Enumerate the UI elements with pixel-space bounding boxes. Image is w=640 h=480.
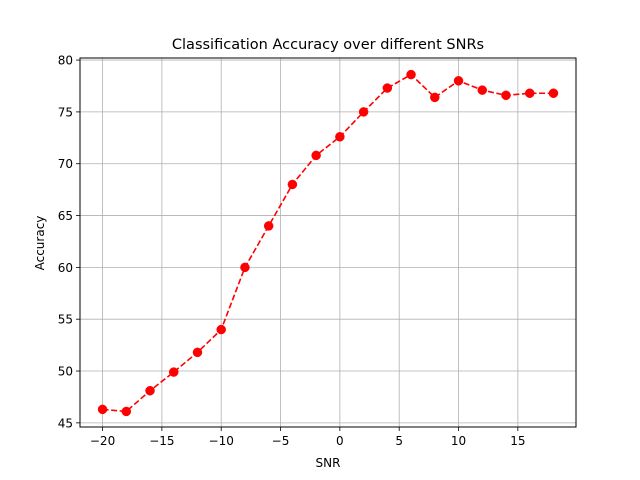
x-tick-label: 15	[510, 434, 525, 448]
x-tick-label: −10	[209, 434, 234, 448]
y-tick-label: 50	[58, 365, 73, 379]
data-point	[263, 221, 274, 231]
x-tick-label: 10	[451, 434, 466, 448]
grid-lines	[80, 58, 576, 427]
data-point	[501, 90, 511, 101]
y-axis-title: Accuracy	[33, 216, 47, 271]
series-path	[102, 73, 554, 413]
y-axis-ticks: 45 50 55 60 65 70 75 80	[58, 54, 80, 430]
y-tick-label: 70	[58, 157, 73, 171]
x-axis-title: SNR	[316, 456, 341, 470]
x-axis-ticks: −20 −15 −10 −5 0 5 10 15	[90, 427, 525, 448]
x-tick-label: −15	[149, 434, 174, 448]
data-point	[240, 262, 250, 273]
y-tick-label: 75	[58, 105, 73, 119]
x-tick-label: −5	[272, 434, 290, 448]
data-point	[453, 76, 464, 86]
data-point	[548, 88, 559, 98]
data-point	[382, 83, 393, 93]
data-point	[406, 69, 416, 80]
data-point	[216, 324, 226, 335]
y-tick-label: 80	[58, 54, 73, 68]
x-tick-label: 5	[395, 434, 403, 448]
data-point	[311, 150, 321, 161]
data-point	[97, 404, 108, 415]
plot-area-frame	[79, 57, 577, 428]
x-tick-label: −20	[90, 434, 115, 448]
data-point	[121, 406, 132, 417]
series-line	[102, 73, 554, 413]
data-point	[524, 88, 535, 98]
chart-title: Classification Accuracy over different S…	[172, 37, 484, 53]
data-point	[335, 132, 345, 142]
y-tick-label: 55	[58, 313, 73, 327]
data-points	[97, 69, 559, 417]
data-point	[358, 107, 369, 117]
y-tick-label: 60	[58, 261, 73, 275]
data-point	[168, 367, 179, 377]
x-tick-label: 0	[336, 434, 344, 448]
data-point	[477, 85, 488, 95]
data-point	[192, 347, 203, 358]
y-tick-label: 65	[58, 209, 73, 223]
y-tick-label: 45	[58, 416, 73, 430]
data-point	[430, 92, 440, 103]
data-point	[145, 385, 155, 396]
data-point	[287, 179, 298, 190]
